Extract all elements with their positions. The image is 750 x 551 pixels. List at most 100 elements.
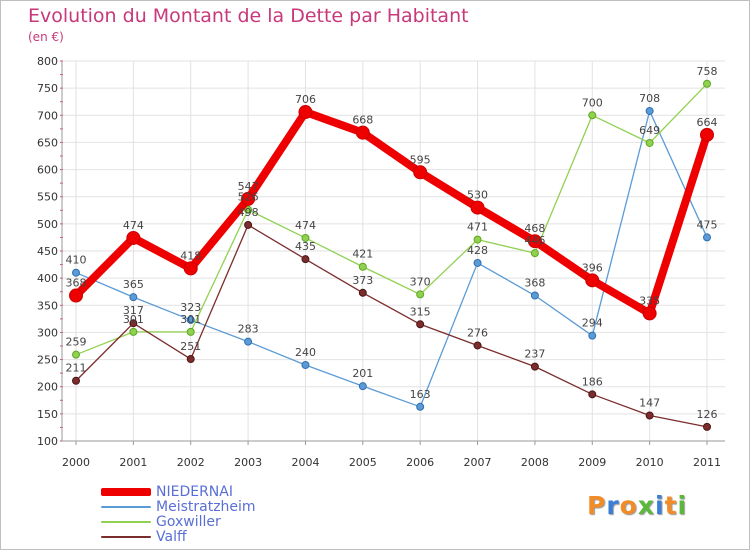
data-label: 468 [524, 222, 545, 235]
data-label: 708 [639, 92, 660, 105]
data-point [244, 220, 253, 229]
data-label: 368 [66, 277, 87, 290]
data-point [588, 331, 597, 340]
data-point [358, 262, 367, 271]
data-point [72, 268, 80, 277]
data-point [301, 361, 310, 369]
data-point [241, 191, 256, 206]
data-label: 706 [295, 93, 316, 106]
data-label: 301 [123, 313, 144, 326]
x-tick-label: 2005 [349, 456, 377, 469]
data-label: 315 [410, 305, 431, 318]
data-point [186, 355, 195, 364]
data-label: 428 [467, 244, 488, 257]
legend: NIEDERNAI Meistratzheim Goxwiller Valff [101, 484, 341, 545]
data-point [416, 402, 425, 411]
data-label: 147 [639, 396, 660, 409]
data-point [72, 350, 80, 359]
data-point [129, 319, 138, 328]
chart-title: Evolution du Montant de la Dette par Hab… [28, 5, 469, 27]
x-tick-label: 2011 [693, 456, 721, 469]
data-point [642, 306, 657, 321]
data-point [585, 273, 600, 288]
data-label: 547 [238, 180, 259, 193]
data-label: 410 [66, 254, 87, 267]
x-tick-label: 2008 [521, 456, 549, 469]
data-point [72, 376, 80, 385]
data-label: 323 [180, 301, 201, 314]
data-point [703, 233, 711, 242]
data-point [530, 249, 539, 258]
data-label: 446 [524, 234, 545, 247]
y-tick-label: 600 [37, 164, 58, 177]
x-tick-label: 2004 [291, 456, 319, 469]
y-tick-label: 450 [37, 245, 58, 258]
data-point [703, 422, 711, 431]
legend-swatch [101, 536, 151, 538]
data-point [473, 341, 482, 350]
x-tick-label: 2006 [406, 456, 434, 469]
series-line-meistratzheim [75, 110, 708, 408]
legend-swatch [101, 506, 151, 508]
y-tick-label: 150 [37, 408, 58, 421]
data-label: 317 [123, 304, 144, 317]
data-point [473, 258, 482, 267]
x-tick-label: 2009 [578, 456, 606, 469]
data-label: 283 [238, 323, 259, 336]
series-line-niedernai [72, 108, 711, 318]
data-label: 294 [582, 317, 603, 330]
data-point [186, 327, 195, 336]
chart-subtitle: (en €) [28, 30, 64, 44]
data-label: 396 [582, 261, 603, 274]
x-tick-label: 2000 [62, 456, 90, 469]
data-label: 526 [238, 191, 259, 204]
data-label: 471 [467, 221, 488, 234]
data-label: 530 [467, 189, 488, 202]
data-point [355, 125, 370, 140]
legend-label: Meistratzheim [156, 499, 256, 515]
data-label: 435 [295, 240, 316, 253]
data-label: 498 [238, 206, 259, 219]
data-point [301, 233, 310, 242]
data-label: 251 [180, 340, 201, 353]
data-point [416, 290, 425, 299]
x-tick-label: 2001 [119, 456, 147, 469]
data-label: 649 [639, 124, 660, 137]
proxiti-logo: Proxiti [587, 491, 688, 520]
data-point [358, 382, 367, 391]
data-label: 237 [524, 348, 545, 361]
data-label: 418 [180, 249, 201, 262]
series-line-valff [75, 224, 708, 428]
y-tick-label: 300 [37, 326, 58, 339]
data-label: 301 [180, 313, 201, 326]
data-label: 240 [295, 346, 316, 359]
data-point [244, 205, 253, 214]
data-point [183, 261, 198, 276]
data-point [473, 235, 482, 244]
legend-swatch [101, 488, 151, 496]
data-label: 595 [410, 153, 431, 166]
y-tick-label: 650 [37, 136, 58, 149]
data-label: 335 [639, 294, 660, 307]
data-point [186, 315, 195, 324]
data-label: 370 [410, 275, 431, 288]
y-tick-label: 750 [37, 82, 58, 95]
data-label: 758 [697, 65, 718, 78]
data-point [126, 230, 141, 245]
data-point [588, 111, 597, 120]
data-point [645, 138, 654, 147]
data-point [413, 165, 428, 180]
y-tick-label: 500 [37, 218, 58, 231]
data-point [358, 288, 367, 297]
data-point [129, 327, 138, 336]
data-label: 421 [352, 248, 373, 261]
legend-label: NIEDERNAI [156, 484, 233, 500]
y-tick-label: 400 [37, 272, 58, 285]
data-point [244, 337, 253, 346]
y-tick-label: 800 [37, 55, 58, 68]
data-point [470, 200, 485, 215]
data-label: 373 [352, 274, 373, 287]
data-point [69, 288, 83, 303]
data-label: 211 [66, 362, 87, 375]
